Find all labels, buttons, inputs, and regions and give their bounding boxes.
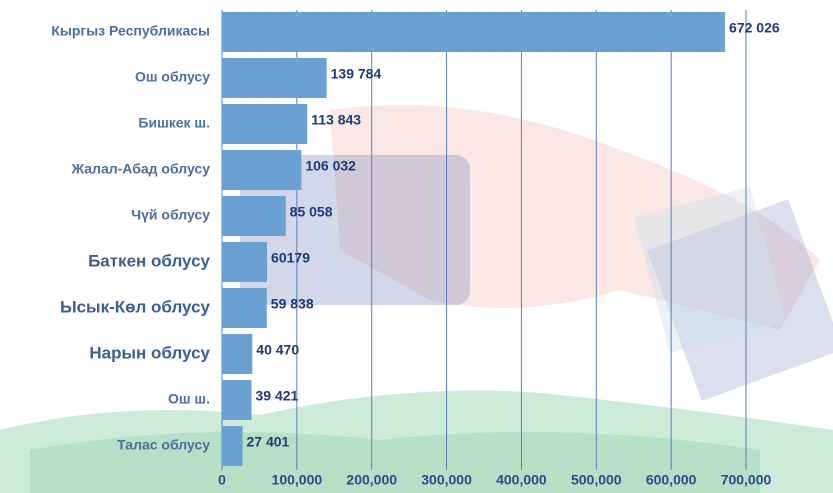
category-label: Талас облусу — [117, 437, 210, 453]
x-tick-label: 200,000 — [346, 472, 397, 488]
bar — [222, 426, 243, 466]
x-tick-label: 400,000 — [496, 472, 547, 488]
bar — [222, 288, 267, 328]
data-label: 85 058 — [290, 204, 333, 220]
category-label: Чүй облусу — [131, 207, 210, 223]
category-label: Нарын облусу — [89, 343, 210, 362]
category-label: Кыргыз Республикасы — [51, 23, 210, 39]
bar — [222, 242, 267, 282]
x-tick-label: 100,000 — [272, 472, 323, 488]
x-tick-label: 500,000 — [571, 472, 622, 488]
data-label: 40 470 — [256, 342, 299, 358]
category-label: Ысык-Көл облусу — [60, 297, 211, 316]
bar — [222, 104, 307, 144]
data-label: 60179 — [271, 250, 310, 266]
category-label: Ош ш. — [168, 391, 210, 407]
category-label: Жалал-Абад облусу — [70, 161, 210, 177]
data-label: 139 784 — [331, 66, 382, 82]
category-label: Бишкек ш. — [138, 115, 210, 131]
data-label: 39 421 — [256, 388, 299, 404]
bar — [222, 380, 252, 420]
x-tick-label: 0 — [218, 472, 226, 488]
bar — [222, 150, 301, 190]
data-label: 27 401 — [247, 434, 290, 450]
category-label: Ош облусу — [135, 69, 210, 85]
chart: 0 100,000 200,000 300,000 400,000 500,000 600,… — [0, 0, 833, 493]
data-label: 113 843 — [311, 112, 361, 128]
x-tick-label: 300,000 — [421, 472, 472, 488]
data-label: 59 838 — [271, 296, 314, 312]
bar — [222, 58, 327, 98]
category-label: Баткен облусу — [88, 251, 210, 270]
data-label: 106 032 — [305, 158, 356, 174]
data-label: 672 026 — [729, 20, 780, 36]
x-tick-label: 600,000 — [646, 472, 697, 488]
x-tick-label: 700,000 — [721, 472, 772, 488]
bar — [222, 12, 725, 52]
bar — [222, 196, 286, 236]
bar — [222, 334, 252, 374]
